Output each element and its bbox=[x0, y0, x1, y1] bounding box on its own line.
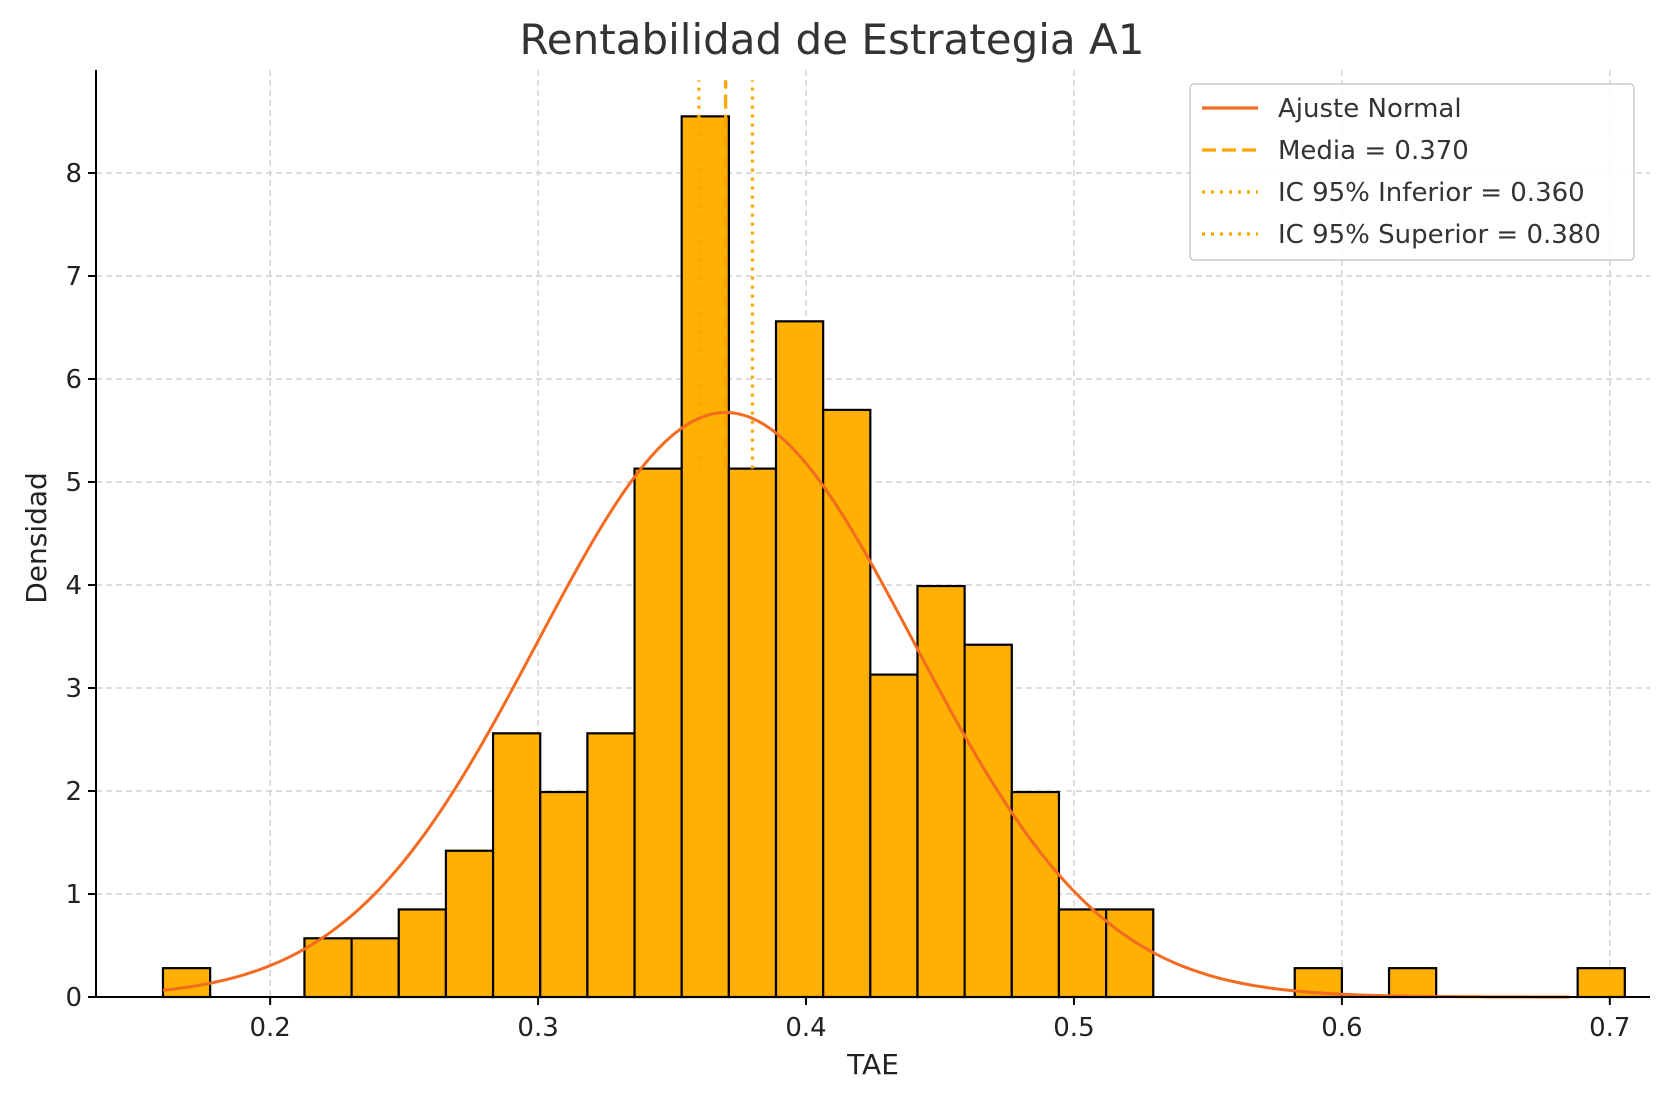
x-tick-label: 0.6 bbox=[1321, 1013, 1362, 1043]
y-tick-label: 7 bbox=[65, 262, 82, 292]
legend-box bbox=[1189, 83, 1635, 261]
x-tick-label: 0.4 bbox=[785, 1013, 826, 1043]
histogram-bar bbox=[727, 467, 778, 999]
histogram-bar bbox=[963, 643, 1013, 999]
normal-fit-curve bbox=[162, 410, 1570, 999]
y-tick-label: 5 bbox=[65, 468, 82, 498]
legend-item-ci-upper-label: IC 95% Superior = 0.380 bbox=[1278, 220, 1601, 250]
histogram-bar bbox=[586, 732, 636, 999]
y-tick-label: 1 bbox=[65, 880, 82, 910]
legend-item-ci-lower-label: IC 95% Inferior = 0.360 bbox=[1278, 178, 1585, 208]
histogram-bar bbox=[680, 115, 730, 999]
histogram-bar bbox=[539, 790, 589, 999]
histogram-bar bbox=[1057, 908, 1108, 999]
histogram-bar bbox=[1104, 908, 1155, 999]
legend-item-mean-label: Media = 0.370 bbox=[1278, 136, 1469, 166]
histogram-bar bbox=[350, 937, 400, 999]
histogram-bar bbox=[397, 908, 448, 999]
x-tick-label: 0.3 bbox=[517, 1013, 558, 1043]
y-tick-label: 2 bbox=[65, 777, 82, 807]
x-tick-label: 0.7 bbox=[1589, 1013, 1630, 1043]
histogram-bar bbox=[1387, 967, 1438, 999]
x-axis-label: TAE bbox=[846, 1048, 899, 1081]
x-ticks: 0.2 0.3 0.4 0.5 0.6 0.7 bbox=[249, 997, 1630, 1043]
histogram-bar bbox=[161, 967, 212, 999]
axes bbox=[95, 70, 1650, 998]
y-tick-label: 8 bbox=[65, 159, 82, 189]
x-tick-label: 0.5 bbox=[1053, 1013, 1094, 1043]
histogram-bar bbox=[1576, 967, 1626, 999]
histogram-bar bbox=[633, 467, 683, 999]
y-ticks: 0 1 2 3 4 5 6 7 8 bbox=[65, 159, 96, 1013]
histogram-bars bbox=[161, 115, 1626, 999]
histogram-bar bbox=[822, 408, 872, 999]
y-tick-label: 4 bbox=[65, 571, 82, 601]
y-tick-label: 0 bbox=[65, 983, 82, 1013]
histogram-bar bbox=[491, 732, 542, 999]
histogram-bar bbox=[303, 937, 353, 999]
y-tick-label: 3 bbox=[65, 674, 82, 704]
histogram-bar bbox=[774, 320, 825, 999]
normal-fit-curve-layer bbox=[162, 410, 1570, 999]
chart-title: Rentabilidad de Estrategia A1 bbox=[520, 15, 1145, 64]
x-tick-label: 0.2 bbox=[249, 1013, 290, 1043]
histogram-bar bbox=[916, 584, 966, 999]
legend: Ajuste Normal Media = 0.370 IC 95% Inferio… bbox=[1189, 83, 1635, 261]
histogram-bar bbox=[444, 849, 495, 999]
legend-item-normal-fit-label: Ajuste Normal bbox=[1278, 94, 1462, 124]
y-axis-label: Densidad bbox=[20, 472, 53, 604]
mean-ci-lines bbox=[697, 80, 755, 469]
histogram-bar bbox=[869, 673, 919, 999]
y-tick-label: 6 bbox=[65, 365, 82, 395]
